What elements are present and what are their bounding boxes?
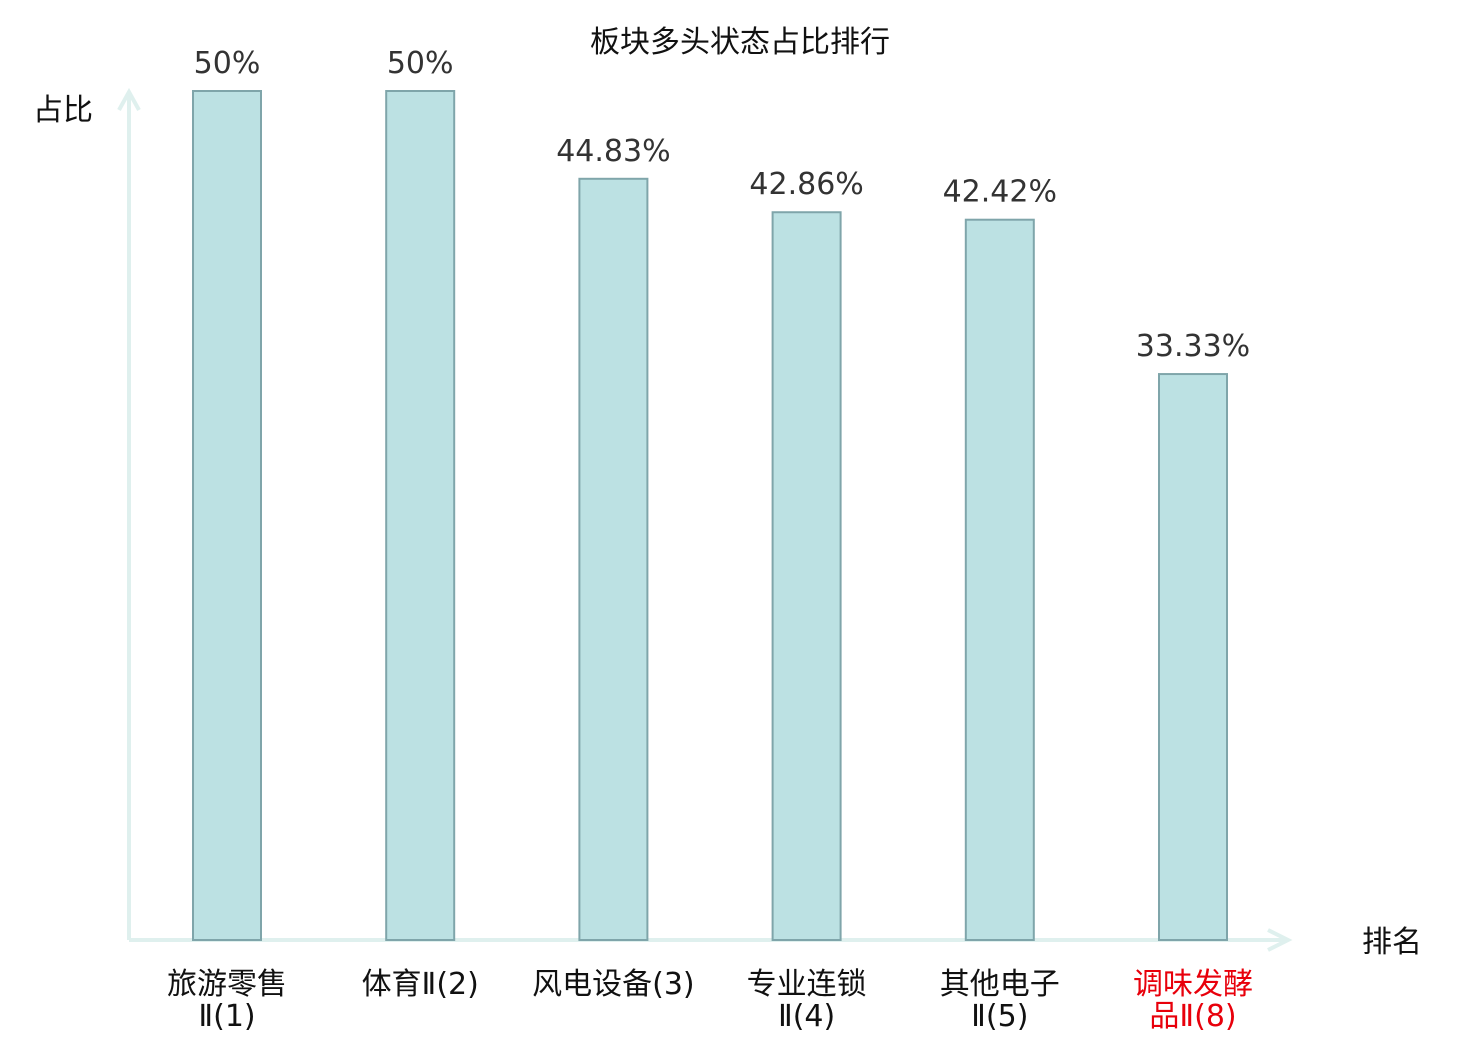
x-axis-arrow <box>1267 928 1293 952</box>
value-label-1: 50% <box>194 46 261 81</box>
value-labels-group: 50% 50% 44.83% 42.86% 42.42% 33.33% <box>194 46 1251 364</box>
x-axis-label: 排名 <box>1362 925 1422 960</box>
value-label-3: 44.83% <box>556 134 670 169</box>
category-label-1-line2: Ⅱ(1) <box>198 999 255 1034</box>
bar-3 <box>578 177 649 941</box>
bar-2 <box>385 90 456 941</box>
bar-4 <box>771 211 842 942</box>
category-label-1: 旅游零售 <box>167 967 287 1002</box>
category-label-2: 体育Ⅱ(2) <box>362 967 479 1002</box>
chart-title: 板块多头状态占比排行 <box>590 25 890 60</box>
bar-1 <box>192 90 262 941</box>
category-label-6-line2: 品Ⅱ(8) <box>1149 999 1236 1034</box>
value-label-6: 33.33% <box>1136 329 1250 364</box>
category-label-3: 风电设备(3) <box>532 967 695 1002</box>
category-label-4-line2: Ⅱ(4) <box>778 999 835 1034</box>
value-label-4: 42.86% <box>749 167 863 202</box>
bar-6 <box>1158 373 1228 942</box>
value-label-2: 50% <box>387 46 454 81</box>
y-axis <box>117 87 141 940</box>
bars-group <box>192 90 1228 942</box>
value-label-5: 42.42% <box>943 175 1057 210</box>
x-axis <box>129 928 1293 952</box>
category-label-6: 调味发酵 <box>1133 967 1253 1002</box>
y-axis-label: 占比 <box>33 93 93 128</box>
category-label-5-line2: Ⅱ(5) <box>971 999 1028 1034</box>
y-axis-arrow <box>117 87 141 111</box>
category-label-4: 专业连锁 <box>747 967 867 1002</box>
category-label-5: 其他电子 <box>940 967 1060 1002</box>
bar-5 <box>964 218 1035 942</box>
